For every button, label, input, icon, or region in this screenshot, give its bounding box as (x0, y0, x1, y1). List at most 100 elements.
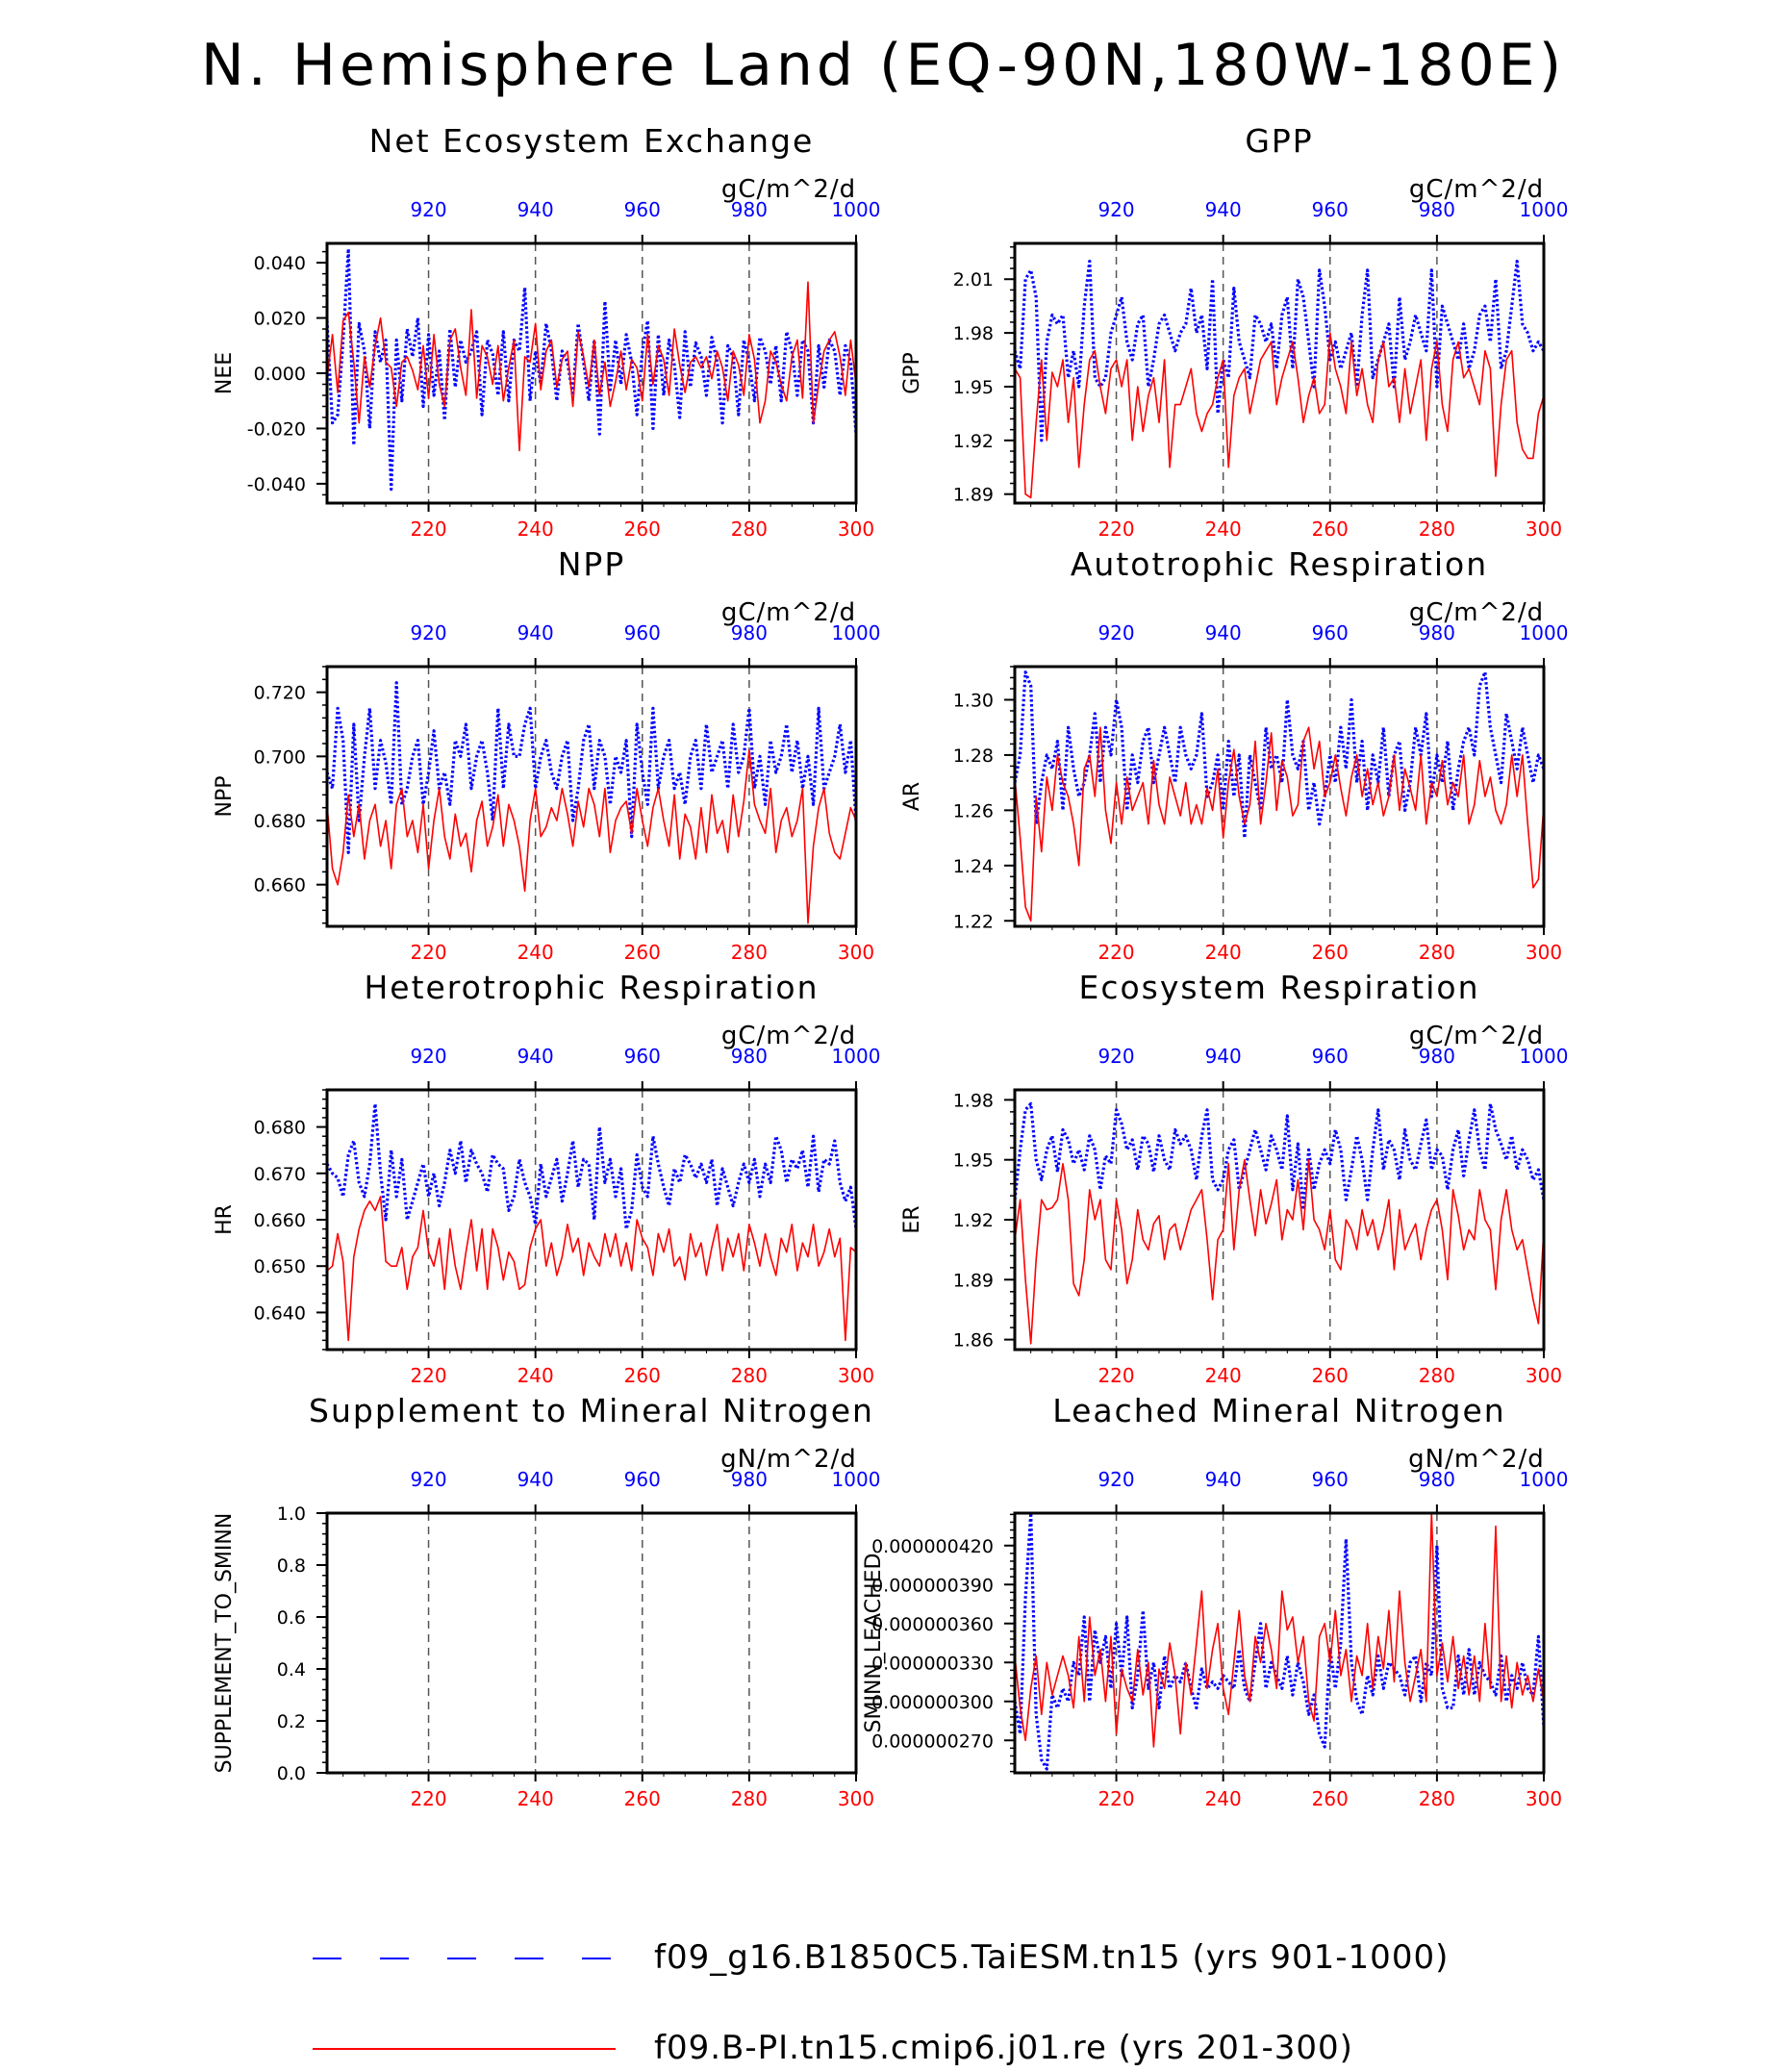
x-bottom-tick-label: 220 (410, 941, 446, 964)
series-line-red (327, 1196, 856, 1342)
y-tick-label: 0.000000300 (871, 1692, 994, 1713)
series-line-blue (327, 1101, 856, 1231)
x-top-tick-label: 1000 (1520, 621, 1569, 644)
x-top-tick-label: 940 (517, 1045, 554, 1068)
y-axis-label: AR (900, 782, 924, 811)
x-bottom-tick-label: 260 (1312, 941, 1349, 964)
panel-units: gC/m^2/d (721, 175, 856, 204)
x-top-tick-label: 1000 (832, 621, 881, 644)
y-axis-label: NEE (213, 352, 237, 394)
y-tick-label: 0.000000420 (871, 1536, 994, 1557)
x-top-tick-label: 960 (624, 1045, 661, 1068)
x-bottom-tick-label: 220 (410, 518, 446, 541)
x-top-tick-label: 940 (517, 1468, 554, 1491)
panel-title: Autotrophic Respiration (1071, 545, 1488, 583)
y-tick-label: 1.28 (953, 745, 994, 767)
x-top-tick-label: 940 (1205, 1045, 1242, 1068)
series-line-blue (1015, 1513, 1544, 1771)
x-top-tick-label: 1000 (1520, 1045, 1569, 1068)
y-tick-label: 1.95 (953, 377, 994, 398)
x-top-tick-label: 960 (1312, 1468, 1349, 1491)
x-top-tick-label: 920 (1097, 198, 1134, 221)
y-tick-label: 0.720 (254, 683, 306, 704)
legend-label-series1: f09_g16.B1850C5.TaiESM.tn15 (yrs 901-100… (654, 1938, 1449, 1977)
x-bottom-tick-label: 260 (624, 1787, 661, 1810)
panel-6: Supplement to Mineral Nitrogen gN/m^2/d 0.… (213, 1392, 880, 1810)
plot-frame (1013, 1511, 1546, 1775)
panel-1: GPP gC/m^2/d 1.89 1.92 1.95 1.98 2.01 GPP 220 240… (900, 122, 1568, 541)
y-tick-label: 0.660 (254, 875, 306, 897)
x-bottom-tick-label: 300 (1526, 1364, 1562, 1387)
x-top-tick-label: 980 (1419, 198, 1455, 221)
x-top-tick-label: 940 (1205, 198, 1242, 221)
x-top-tick-label: 960 (1312, 621, 1349, 644)
panel-2: NPP gC/m^2/d 0.660 0.680 0.700 0.720 NPP 220 240… (213, 545, 880, 964)
x-top-tick-label: 920 (410, 621, 446, 644)
x-bottom-tick-label: 220 (1097, 1364, 1134, 1387)
figure-title: N. Hemisphere Land (EQ-90N,180W-180E) (201, 32, 1565, 99)
panel-units: gC/m^2/d (721, 598, 856, 627)
y-tick-label: 0.0 (277, 1763, 306, 1784)
plot-frame (1013, 665, 1546, 928)
series-line-blue (1015, 260, 1544, 442)
x-bottom-tick-label: 300 (1526, 941, 1562, 964)
x-top-tick-label: 960 (624, 1468, 661, 1491)
x-top-tick-label: 920 (1097, 1045, 1134, 1068)
panel-title: Supplement to Mineral Nitrogen (309, 1392, 874, 1429)
x-bottom-tick-label: 300 (838, 1787, 874, 1810)
y-tick-label: 1.98 (953, 323, 994, 344)
panel-7: Leached Mineral Nitrogen gN/m^2/d 0.000000… (862, 1392, 1568, 1810)
chart-panels: Net Ecosystem Exchange gC/m^2/d -0.040 -0.0… (213, 122, 1568, 1810)
y-tick-label: 0.700 (254, 746, 306, 768)
x-bottom-tick-label: 280 (731, 1364, 768, 1387)
x-bottom-tick-label: 280 (1419, 518, 1455, 541)
x-bottom-tick-label: 240 (517, 1364, 554, 1387)
x-top-tick-label: 940 (1205, 621, 1242, 644)
y-tick-label: 1.26 (953, 800, 994, 821)
series-line-red (1015, 1513, 1544, 1748)
x-top-tick-label: 980 (1419, 1045, 1455, 1068)
y-tick-label: 1.89 (953, 485, 994, 506)
y-tick-label: 0.670 (254, 1164, 306, 1185)
y-tick-label: 0.000000360 (871, 1614, 994, 1635)
panel-4: Heterotrophic Respiration gC/m^2/d 0.640 0.… (213, 969, 880, 1387)
y-tick-label: 1.89 (953, 1270, 994, 1291)
x-bottom-tick-label: 260 (1312, 518, 1349, 541)
x-bottom-tick-label: 260 (1312, 1787, 1349, 1810)
x-top-tick-label: 920 (410, 1468, 446, 1491)
y-tick-label: 1.22 (953, 911, 994, 932)
legend: f09_g16.B1850C5.TaiESM.tn15 (yrs 901-100… (313, 1938, 1449, 2067)
x-bottom-tick-label: 220 (410, 1787, 446, 1810)
y-tick-label: 0.680 (254, 811, 306, 832)
panel-units: gC/m^2/d (1409, 598, 1544, 627)
x-bottom-tick-label: 220 (1097, 1787, 1134, 1810)
x-bottom-tick-label: 260 (624, 1364, 661, 1387)
plot-frame (325, 665, 858, 928)
x-bottom-tick-label: 300 (838, 941, 874, 964)
y-tick-label: -0.020 (247, 418, 306, 440)
plot-frame (325, 1088, 858, 1352)
y-tick-label: 1.92 (953, 431, 994, 452)
panel-title: Ecosystem Respiration (1078, 969, 1479, 1006)
x-bottom-tick-label: 260 (624, 518, 661, 541)
y-tick-label: 1.0 (277, 1503, 306, 1525)
y-axis-label: GPP (900, 352, 924, 394)
y-tick-label: 0.000000330 (871, 1653, 994, 1674)
x-top-tick-label: 1000 (1520, 1468, 1569, 1491)
series-line-blue (1015, 1101, 1544, 1212)
x-top-tick-label: 920 (410, 198, 446, 221)
x-bottom-tick-label: 240 (1205, 941, 1242, 964)
y-tick-label: 0.2 (277, 1711, 306, 1732)
y-tick-label: 2.01 (953, 269, 994, 291)
panel-5: Ecosystem Respiration gC/m^2/d 1.86 1.89 1.9… (900, 969, 1568, 1387)
x-bottom-tick-label: 300 (838, 1364, 874, 1387)
y-tick-label: 1.30 (953, 690, 994, 711)
x-bottom-tick-label: 240 (517, 941, 554, 964)
y-tick-label: 1.98 (953, 1090, 994, 1111)
y-axis-label: SMINN_LEACHED (862, 1554, 886, 1733)
x-top-tick-label: 1000 (832, 198, 881, 221)
panel-title: Heterotrophic Respiration (364, 969, 819, 1006)
x-bottom-tick-label: 240 (1205, 1787, 1242, 1810)
